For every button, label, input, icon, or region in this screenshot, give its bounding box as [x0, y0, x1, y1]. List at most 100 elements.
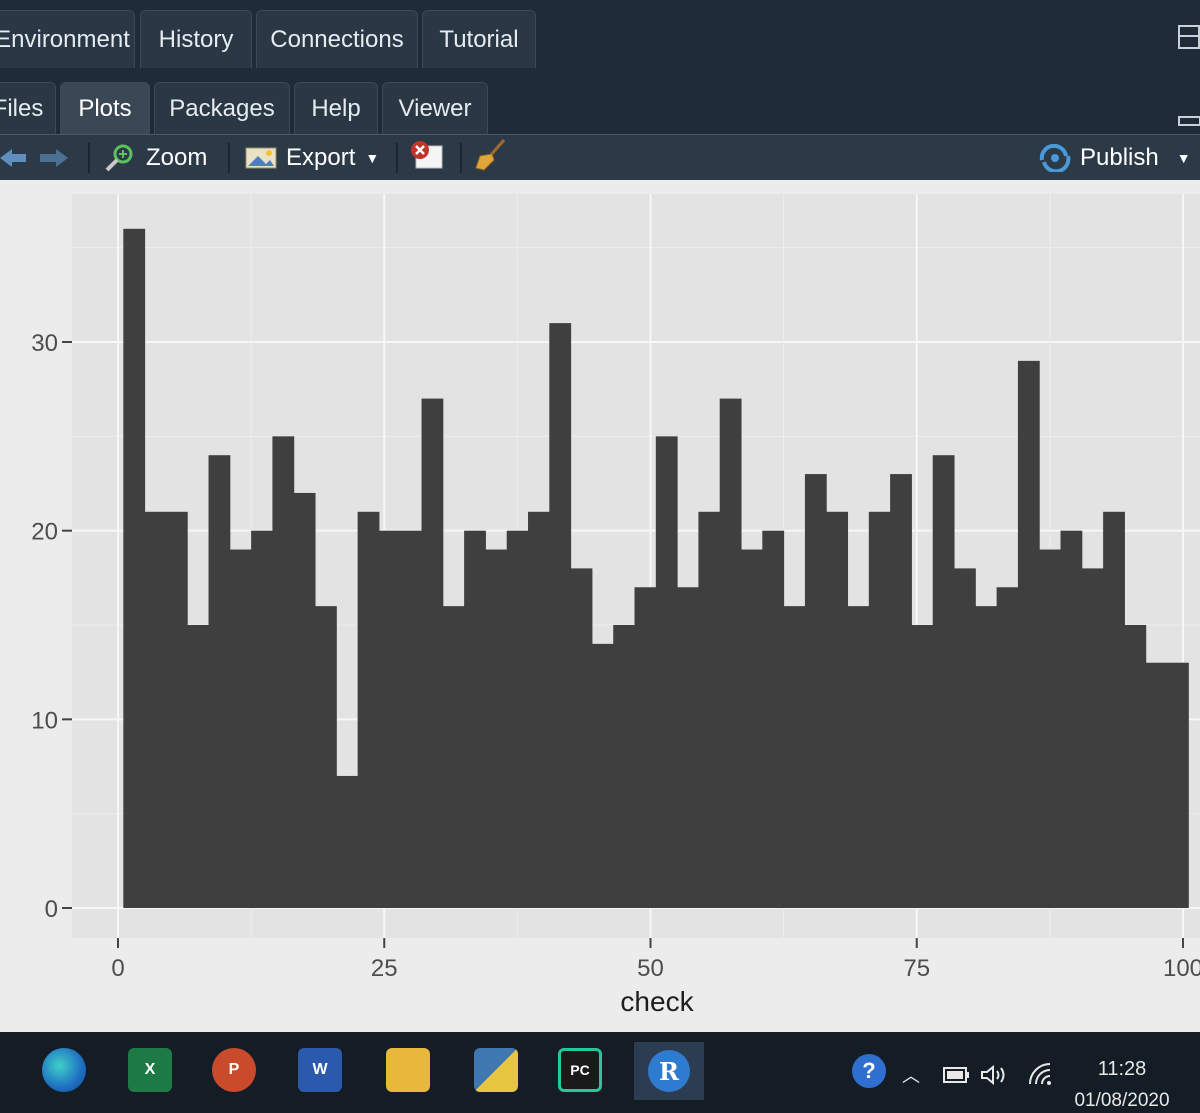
tab-help[interactable]: Help: [294, 82, 378, 134]
histogram-bar: [570, 568, 593, 908]
forward-arrow-icon[interactable]: [38, 135, 72, 181]
histogram-bar: [613, 625, 636, 908]
r-icon[interactable]: R: [634, 1042, 704, 1100]
tab-tutorial[interactable]: Tutorial: [422, 10, 536, 68]
publish-label: Publish: [1080, 144, 1159, 171]
top-tab-bar: Environment History Connections Tutorial: [0, 0, 1200, 70]
chevron-down-icon: ▼: [365, 150, 380, 166]
histogram-bar: [187, 625, 210, 908]
histogram-bar: [868, 511, 891, 908]
histogram-bar: [208, 455, 231, 908]
publish-button[interactable]: Publish ▼: [1038, 135, 1196, 181]
x-tick-label: 50: [637, 955, 664, 982]
plot-viewer: 0 10 20 30 0 25 50 75 100 check: [0, 180, 1200, 1032]
x-tick-label: 75: [903, 955, 930, 982]
python-icon[interactable]: [474, 1048, 518, 1092]
histogram-bars: [123, 228, 1189, 909]
toolbar-separator: [228, 143, 230, 173]
histogram-bar: [911, 625, 934, 908]
tab-history[interactable]: History: [140, 10, 252, 68]
excel-icon[interactable]: X: [128, 1048, 172, 1092]
zoom-icon: [104, 143, 136, 173]
histogram-bar: [655, 436, 678, 908]
remove-plot-icon: [408, 140, 444, 177]
tab-files[interactable]: Files: [0, 82, 56, 134]
publish-icon: [1038, 143, 1072, 174]
tab-environment[interactable]: Environment: [0, 10, 135, 68]
histogram-bar: [677, 587, 699, 908]
histogram-bar: [485, 549, 508, 908]
histogram-bar: [464, 530, 486, 908]
y-tick-label: 20: [31, 519, 58, 546]
y-tick-label: 10: [31, 707, 58, 734]
histogram-bar: [1124, 625, 1147, 908]
histogram-bar: [123, 228, 146, 909]
remove-plot-button[interactable]: [408, 135, 448, 181]
histogram-bar: [1060, 530, 1083, 908]
histogram-bar: [591, 643, 614, 908]
pycharm-icon[interactable]: PC: [558, 1048, 602, 1092]
toolbar-separator: [396, 143, 398, 173]
tab-connections[interactable]: Connections: [256, 10, 418, 68]
histogram-bar: [315, 606, 337, 908]
back-arrow-icon[interactable]: [0, 135, 28, 181]
histogram-bar: [165, 511, 188, 908]
x-axis-title: check: [620, 986, 694, 1017]
pane-tab-bar: Files Plots Packages Help Viewer: [0, 70, 1200, 134]
histogram-bar: [1039, 549, 1062, 908]
histogram-bar: [528, 511, 550, 908]
broom-icon: [472, 138, 508, 179]
powerpoint-icon[interactable]: P: [212, 1048, 256, 1092]
tab-packages[interactable]: Packages: [154, 82, 290, 134]
histogram-bar: [890, 474, 912, 908]
edge-icon[interactable]: [42, 1048, 86, 1092]
toolbar-separator: [88, 143, 90, 173]
wifi-icon[interactable]: [1026, 1062, 1054, 1091]
tab-viewer[interactable]: Viewer: [382, 82, 488, 134]
histogram-bar: [698, 511, 721, 908]
histogram-bar: [378, 530, 401, 908]
histogram-bar: [506, 530, 529, 908]
maximize-pane-icon[interactable]: [1176, 22, 1200, 52]
histogram-bar: [357, 511, 380, 908]
word-icon[interactable]: W: [298, 1048, 342, 1092]
histogram-bar: [634, 587, 657, 908]
y-axis: 0 10 20 30: [31, 330, 72, 923]
histogram-bar: [272, 436, 295, 908]
histogram-bar: [719, 398, 742, 908]
histogram-bar: [975, 606, 998, 908]
histogram-bar: [783, 606, 806, 908]
y-tick-label: 0: [45, 896, 58, 923]
clear-all-plots-button[interactable]: [472, 135, 512, 181]
y-tick-label: 30: [31, 330, 58, 357]
x-axis: 0 25 50 75 100: [111, 938, 1200, 982]
help-icon[interactable]: ?: [852, 1054, 886, 1088]
histogram-bar: [1081, 568, 1104, 908]
toolbar-separator: [460, 143, 462, 173]
chevron-up-icon[interactable]: ︿: [902, 1066, 920, 1086]
tab-plots[interactable]: Plots: [60, 82, 150, 134]
export-image-icon: [244, 144, 278, 172]
histogram-bar: [826, 511, 849, 908]
zoom-button[interactable]: Zoom: [104, 135, 214, 181]
histogram-bar: [400, 530, 423, 908]
clock-date[interactable]: 01/08/2020: [1074, 1090, 1170, 1111]
export-button[interactable]: Export ▼: [244, 135, 384, 181]
volume-icon[interactable]: [980, 1064, 1010, 1091]
export-label: Export: [286, 144, 356, 171]
histogram-bar: [421, 398, 444, 908]
histogram-bar: [1017, 360, 1040, 908]
minimize-pane-icon[interactable]: [1176, 114, 1200, 126]
clock-time[interactable]: 11:28: [1097, 1058, 1147, 1080]
file-explorer-icon[interactable]: [386, 1048, 430, 1092]
histogram-bar: [549, 323, 572, 909]
histogram-chart: 0 10 20 30 0 25 50 75 100 check: [31, 194, 1200, 1017]
battery-icon[interactable]: [940, 1066, 970, 1089]
histogram-bar: [741, 549, 763, 908]
histogram-bar: [293, 492, 316, 908]
histogram-bar: [954, 568, 976, 908]
x-tick-label: 25: [371, 955, 398, 982]
histogram-bar: [1167, 662, 1189, 908]
x-tick-label: 0: [111, 955, 124, 982]
windows-taskbar: X P W PC R ? ︿ 11:28 01/08/2020: [0, 1032, 1200, 1113]
